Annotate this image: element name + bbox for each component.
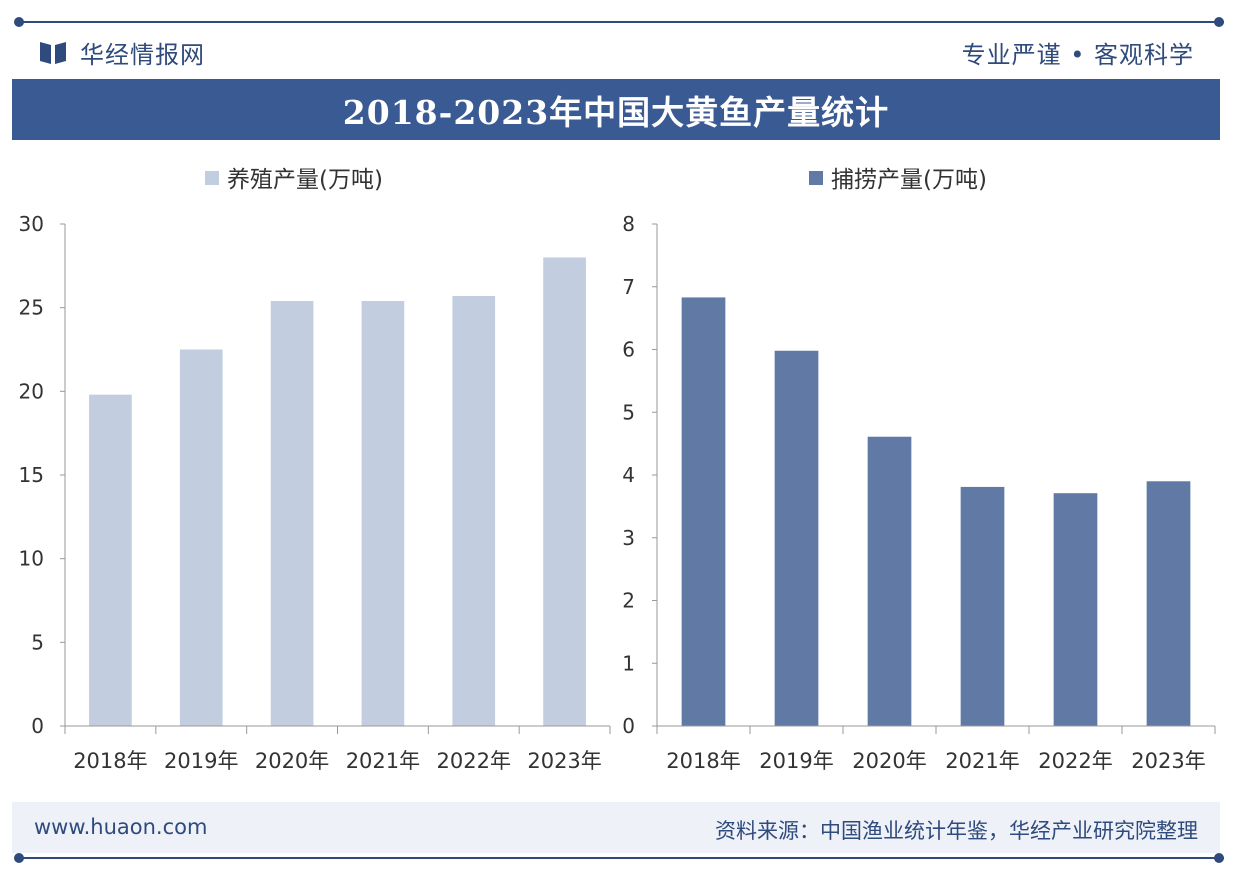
chart1-y-tick-label: 5	[31, 630, 44, 654]
footer-source: 资料来源：中国渔业统计年鉴，华经产业研究院整理	[715, 819, 1198, 843]
brand-logo-icon	[40, 42, 66, 64]
chart1-y-tick-label: 15	[19, 463, 44, 487]
chart1-bar-2022年	[452, 295, 496, 726]
chart2-x-tick-label: 2019年	[759, 749, 833, 773]
top-rule-dot-right	[1214, 17, 1224, 27]
chart1-x-tick-label: 2023年	[527, 749, 601, 773]
chart2-x-tick-label: 2018年	[666, 749, 740, 773]
chart1-bar-2020年	[270, 300, 314, 726]
brand-name: 华经情报网	[80, 41, 205, 69]
chart-title: 2018-2023年中国大黄鱼产量统计	[342, 92, 890, 132]
chart1-x-tick-label: 2021年	[346, 749, 420, 773]
chart2-bar-2020年	[867, 436, 912, 726]
chart2-x-tick-label: 2022年	[1038, 749, 1112, 773]
bottom-rule-dot-right	[1214, 853, 1224, 863]
top-rule-dot-left	[14, 17, 24, 27]
chart2-y-tick-label: 2	[622, 589, 635, 613]
chart2-x-tick-label: 2023年	[1131, 749, 1205, 773]
title-banner: 2018-2023年中国大黄鱼产量统计	[12, 79, 1220, 140]
chart2-y-tick-label: 8	[622, 212, 635, 236]
chart1-x-tick-label: 2022年	[437, 749, 511, 773]
chart2-bar-2021年	[960, 486, 1005, 726]
chart1-bar-2021年	[361, 300, 405, 726]
chart1-x-tick-label: 2020年	[255, 749, 329, 773]
chart1-bar-2019年	[179, 349, 223, 726]
chart2-y-tick-label: 7	[622, 275, 635, 299]
chart2-y-tick-label: 4	[622, 463, 635, 487]
chart1-x-tick-label: 2018年	[73, 749, 147, 773]
top-rule	[20, 21, 1224, 23]
chart1-bar-2018年	[89, 394, 132, 726]
footer-bar: www.huaon.com 资料来源：中国渔业统计年鉴，华经产业研究院整理	[12, 802, 1220, 853]
chart2-bar-2018年	[681, 297, 726, 726]
footer-url: www.huaon.com	[34, 815, 208, 839]
chart2-y-tick-label: 3	[622, 526, 635, 550]
chart2-y-tick-label: 1	[622, 651, 635, 675]
chart2-y-tick-label: 6	[622, 338, 635, 362]
chart1-y-tick-label: 0	[31, 714, 44, 738]
chart2-bar-2022年	[1053, 493, 1098, 726]
chart1-y-tick-label: 25	[19, 296, 44, 320]
chart2-bar-2019年	[774, 350, 819, 726]
chart1-x-tick-label: 2019年	[164, 749, 238, 773]
chart2-y-tick-label: 5	[622, 400, 635, 424]
chart1-legend-swatch	[205, 171, 219, 185]
chart2-legend-swatch	[809, 171, 823, 185]
chart2-x-tick-label: 2021年	[945, 749, 1019, 773]
chart1-y-tick-label: 10	[19, 547, 44, 571]
chart1-y-tick-label: 30	[19, 212, 44, 236]
bottom-rule	[20, 857, 1224, 859]
chart1-y-tick-label: 20	[19, 379, 44, 403]
chart1-legend-label: 养殖产量(万吨)	[227, 167, 383, 193]
chart2-bar-2023年	[1146, 481, 1191, 726]
bottom-rule-dot-left	[14, 853, 24, 863]
chart2-legend-label: 捕捞产量(万吨)	[831, 167, 987, 193]
chart1-bar-2023年	[543, 257, 586, 726]
chart2-x-tick-label: 2020年	[852, 749, 926, 773]
slogan: 专业严谨 • 客观科学	[961, 41, 1194, 69]
chart2-y-tick-label: 0	[622, 714, 635, 738]
